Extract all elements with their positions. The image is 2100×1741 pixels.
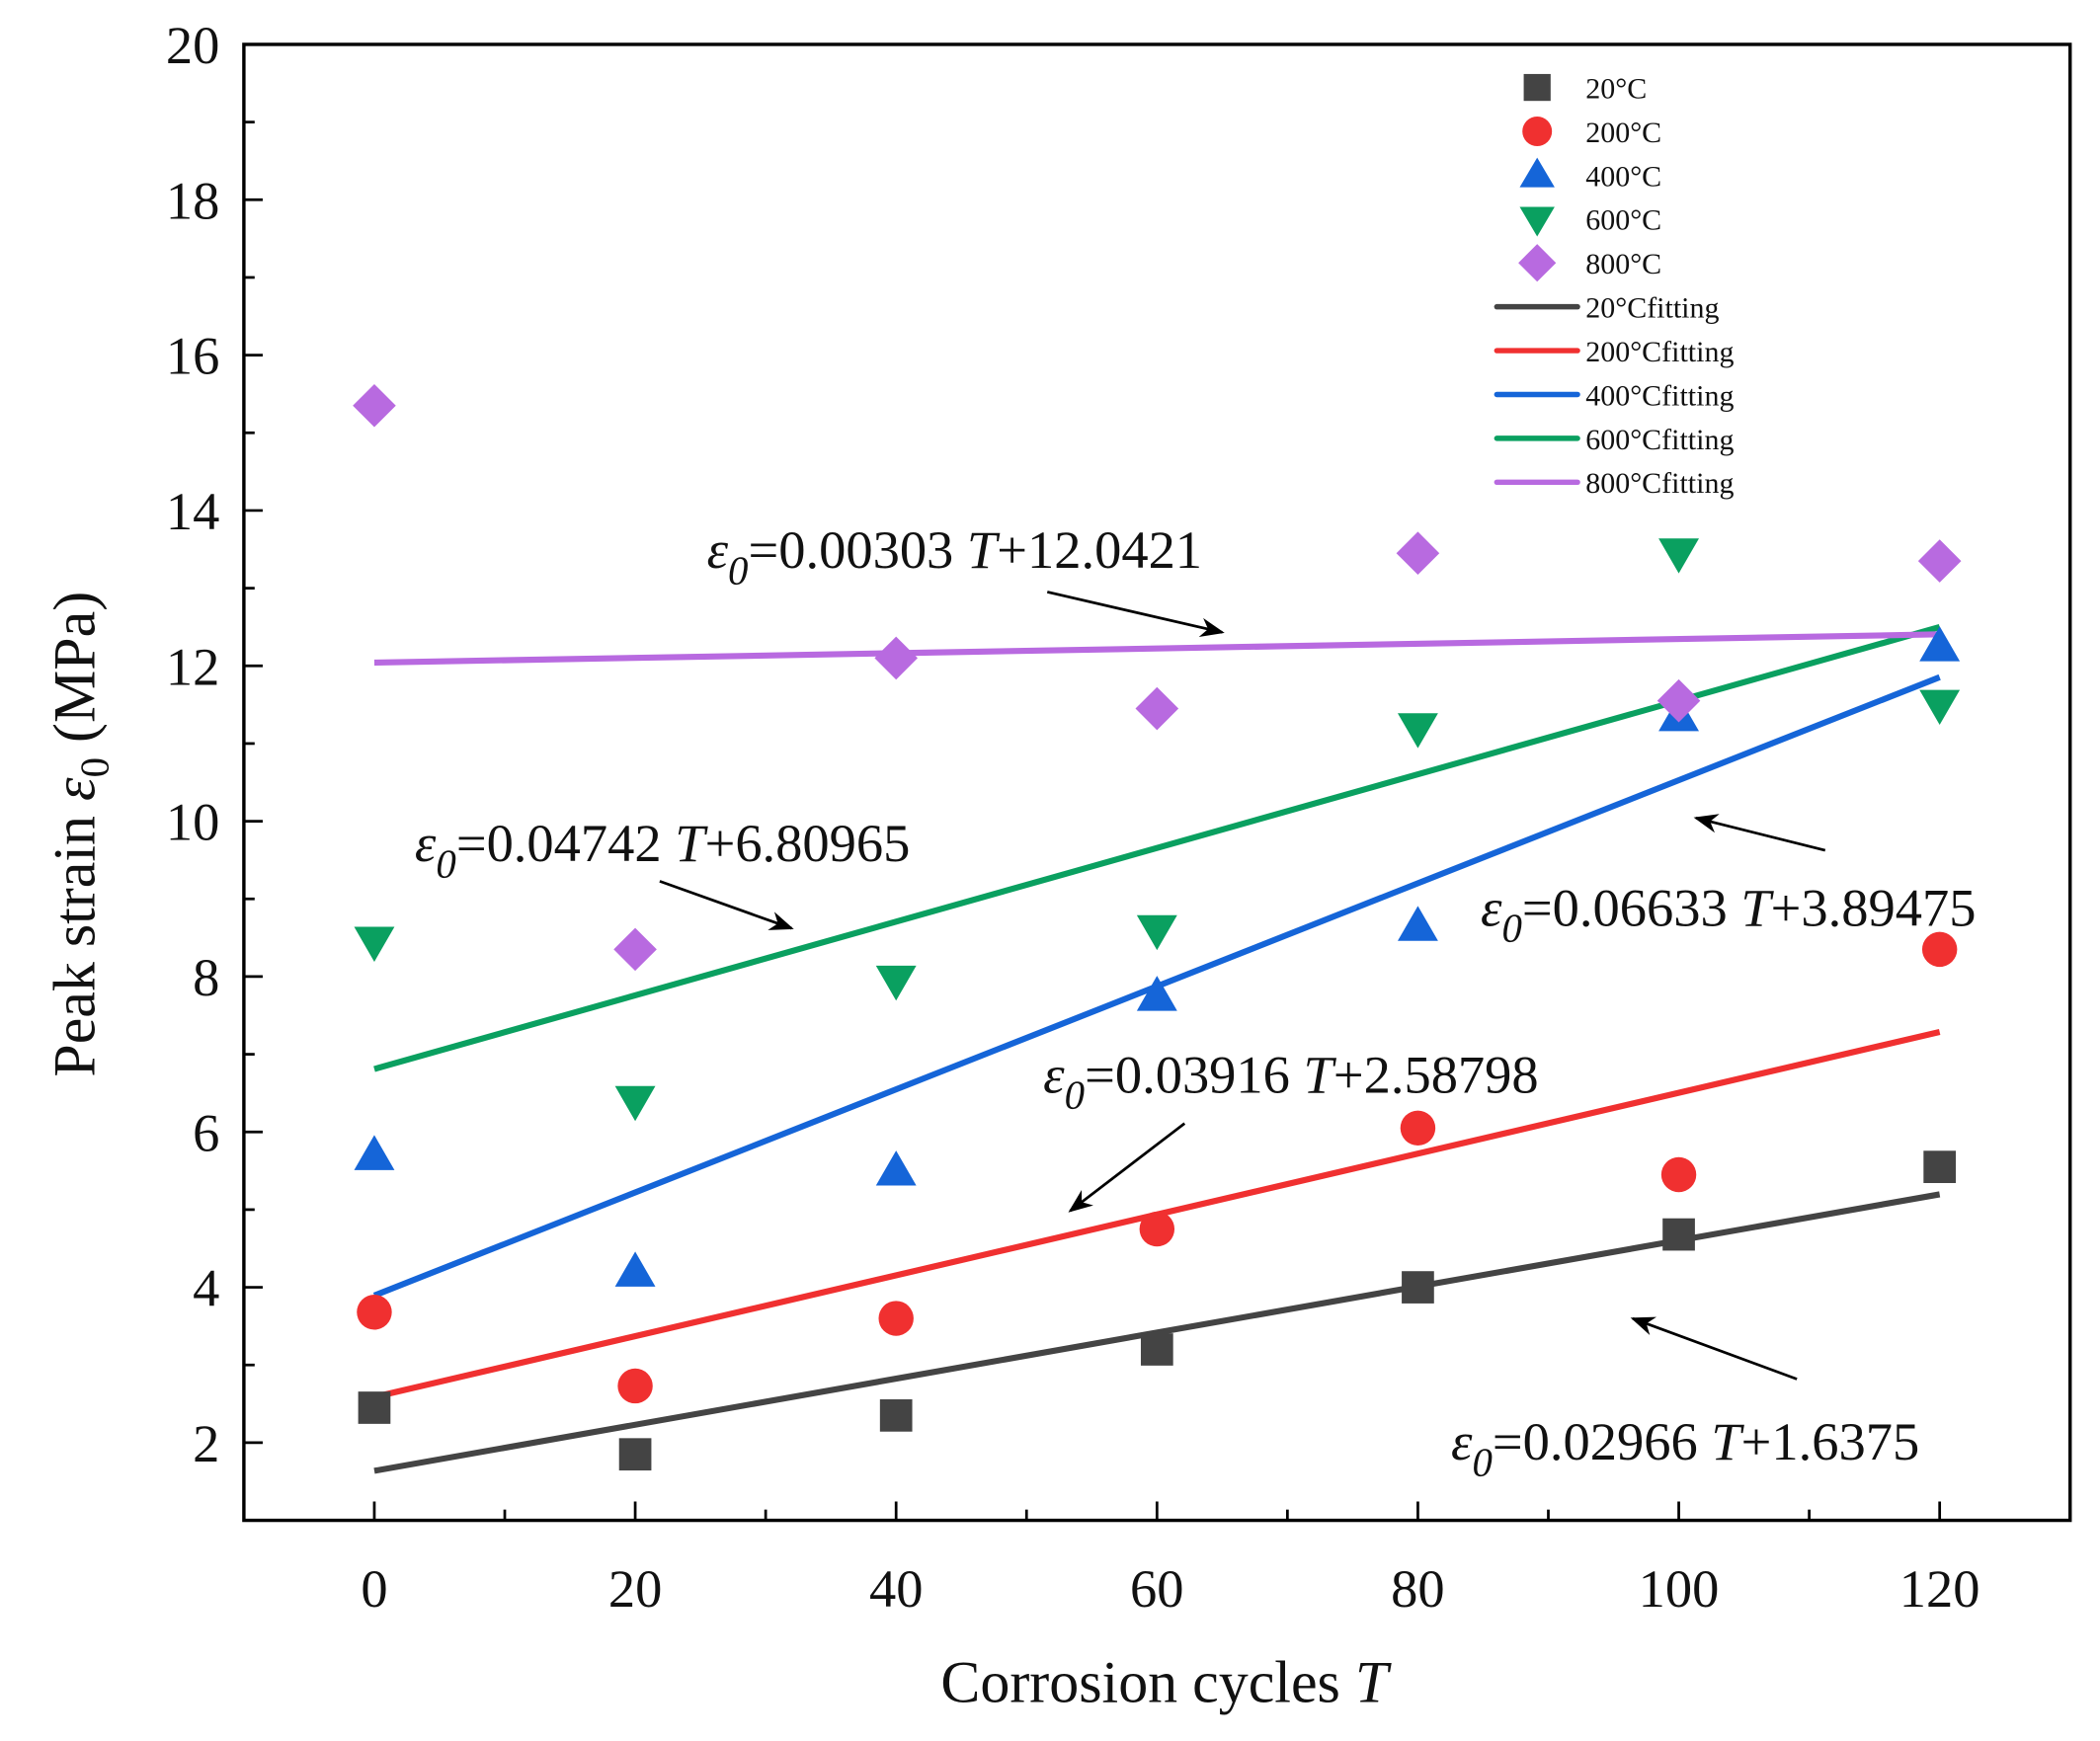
data-point [354, 926, 395, 962]
data-point [618, 1438, 652, 1471]
y-tick-label: 2 [193, 1413, 219, 1473]
annotation-arrow [1068, 1122, 1186, 1213]
x-tick-label: 120 [1899, 1558, 1980, 1619]
annotation-arrow [1046, 591, 1225, 637]
y-tick-label: 8 [193, 947, 219, 1007]
legend-label: 400°C [1585, 160, 1661, 193]
x-tick-label: 100 [1639, 1558, 1720, 1619]
data-point [1136, 914, 1177, 951]
y-tick-label: 6 [193, 1102, 219, 1162]
y-tick-label: 20 [166, 15, 219, 75]
data-point [617, 1368, 653, 1404]
legend-marker [1519, 206, 1555, 237]
data-point [1400, 1110, 1436, 1147]
legend-label: 20°Cfitting [1585, 292, 1719, 325]
data-point [357, 1295, 392, 1330]
legend-marker [1518, 244, 1557, 282]
data-point [1917, 539, 1962, 583]
x-tick-label: 80 [1391, 1558, 1444, 1619]
data-point [613, 927, 657, 972]
legend-label: 200°Cfitting [1585, 336, 1734, 368]
x-tick-label: 40 [869, 1558, 923, 1619]
data-point [1136, 976, 1177, 1011]
data-point [1923, 1150, 1957, 1183]
y-tick-label: 4 [193, 1258, 219, 1318]
data-point [875, 1150, 917, 1186]
legend-label: 600°C [1585, 204, 1661, 237]
data-point [1658, 538, 1699, 574]
y-tick-label: 14 [166, 481, 219, 541]
data-point [1402, 1271, 1434, 1304]
data-point [1919, 689, 1961, 726]
fit-equation: ε0=0.03916 T+2.58798 [1043, 1044, 1538, 1117]
legend-label: 600°Cfitting [1585, 424, 1734, 456]
fit-line [373, 631, 1940, 667]
data-point [1660, 1156, 1697, 1193]
data-point [1656, 678, 1701, 723]
legend-label: 20°C [1585, 72, 1647, 105]
x-tick-label: 60 [1130, 1558, 1183, 1619]
data-point [878, 1301, 914, 1336]
fit-equation: ε0=0.02966 T+1.6375 [1451, 1411, 1919, 1484]
data-point [1135, 686, 1179, 731]
data-point [1139, 1211, 1175, 1247]
data-point [1396, 531, 1440, 576]
fit-equation: ε0=0.06633 T+3.89475 [1481, 877, 1976, 950]
data-point [1919, 626, 1961, 662]
y-axis-label: Peak strain ε0 (MPa) [42, 592, 118, 1077]
legend-label: 800°C [1585, 248, 1661, 280]
data-point [1921, 931, 1958, 968]
y-tick-label: 12 [166, 636, 219, 696]
legend-marker [1523, 73, 1551, 102]
data-point [879, 1399, 913, 1432]
legend-label: 200°C [1585, 117, 1661, 149]
annotation-arrow [659, 880, 794, 930]
data-point [614, 1251, 656, 1287]
data-point [874, 636, 918, 680]
legend-label: 400°Cfitting [1585, 379, 1734, 412]
data-point [358, 1391, 391, 1424]
plot-frame [242, 42, 2072, 1523]
data-point [354, 1135, 395, 1170]
data-point [1662, 1218, 1695, 1251]
data-point [1397, 906, 1438, 941]
data-point [1397, 713, 1438, 749]
y-tick-label: 18 [166, 170, 219, 230]
data-point [1140, 1333, 1173, 1366]
data-point [353, 383, 396, 428]
fit-equation: ε0=0.04742 T+6.80965 [415, 813, 910, 886]
x-tick-label: 0 [361, 1558, 387, 1619]
data-point [875, 965, 917, 1001]
data-point [614, 1085, 656, 1122]
legend-label: 800°Cfitting [1585, 467, 1734, 500]
y-tick-label: 16 [166, 326, 219, 386]
x-tick-label: 20 [608, 1558, 662, 1619]
annotation-arrow [1630, 1316, 1798, 1381]
legend-marker [1522, 116, 1553, 146]
legend-marker [1519, 157, 1555, 188]
annotation-arrow [1693, 814, 1826, 852]
x-axis-label: Corrosion cycles T [940, 1649, 1391, 1714]
fit-equation: ε0=0.00303 T+12.0421 [707, 519, 1202, 593]
y-tick-label: 10 [166, 792, 219, 852]
